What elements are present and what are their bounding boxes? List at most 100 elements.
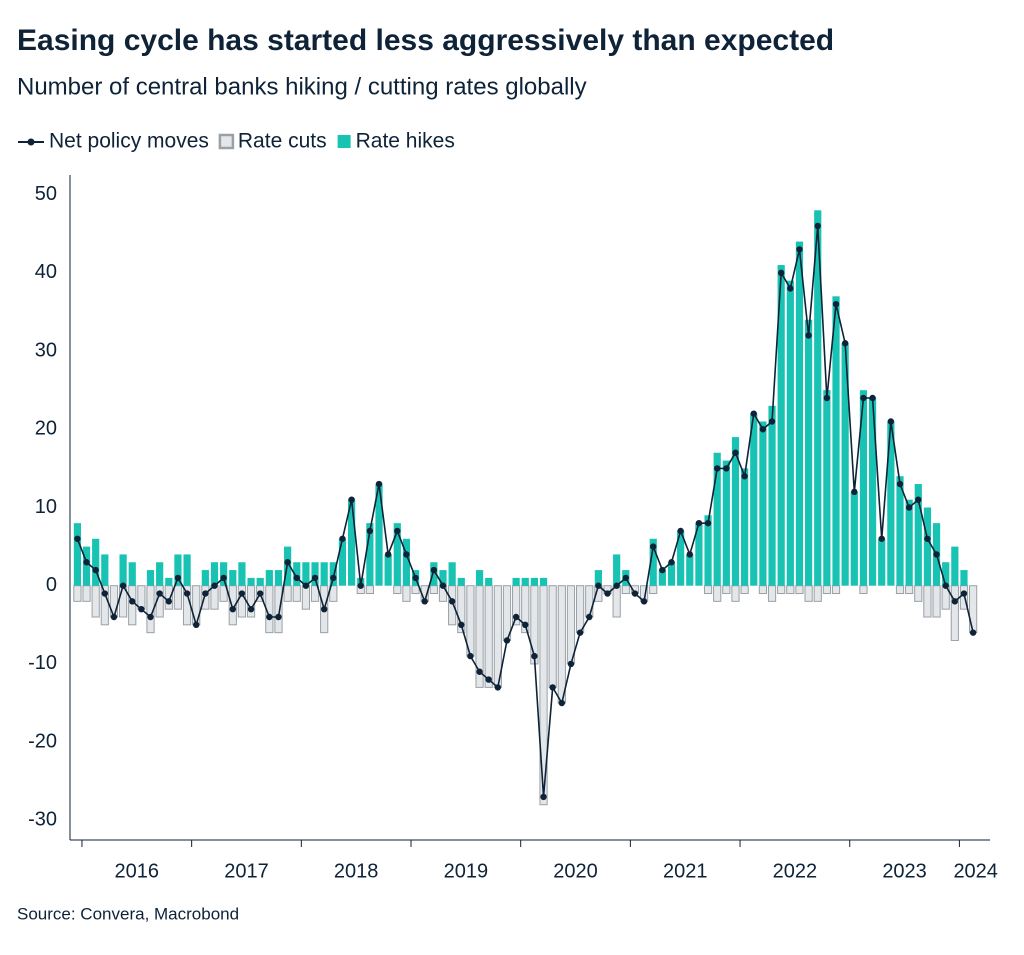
- bar: [713, 452, 721, 586]
- bar: [274, 570, 283, 586]
- line-marker: [330, 574, 337, 582]
- bar: [238, 562, 246, 586]
- bar: [804, 585, 813, 602]
- line-marker: [915, 496, 922, 503]
- line-marker: [686, 551, 693, 558]
- line-marker: [869, 394, 876, 402]
- bar: [750, 413, 758, 586]
- bar: [832, 296, 840, 586]
- bar: [485, 577, 493, 586]
- y-tick-label: 20: [35, 418, 57, 440]
- line-marker: [512, 613, 520, 621]
- bar: [292, 585, 301, 602]
- bar: [731, 585, 740, 602]
- line-marker: [156, 590, 163, 597]
- line-marker: [412, 574, 419, 582]
- bar: [484, 585, 493, 688]
- bar: [448, 585, 457, 626]
- bar: [256, 577, 264, 586]
- bar: [384, 554, 392, 586]
- bar: [183, 554, 191, 586]
- line-marker: [640, 598, 648, 605]
- bar: [301, 585, 310, 610]
- x-tick-label: 2024: [953, 860, 998, 882]
- bar: [703, 585, 713, 595]
- bar: [585, 585, 594, 618]
- bar: [210, 585, 219, 610]
- line-marker: [732, 449, 739, 456]
- y-tick-label: 40: [35, 261, 57, 283]
- line-marker: [129, 598, 136, 605]
- bar: [146, 570, 155, 586]
- bar: [923, 585, 932, 618]
- line-marker: [421, 598, 428, 605]
- line-marker: [202, 590, 209, 597]
- line-marker: [796, 246, 803, 253]
- bar: [137, 585, 146, 610]
- line-marker: [631, 590, 639, 597]
- bar: [795, 241, 804, 586]
- bar: [805, 319, 813, 586]
- bar: [786, 585, 795, 595]
- bar: [530, 577, 538, 586]
- line-marker: [211, 582, 218, 589]
- line-marker: [165, 598, 172, 605]
- bar: [174, 554, 182, 586]
- line-marker: [266, 613, 273, 621]
- x-tick-label: 2017: [224, 860, 269, 882]
- bar: [914, 484, 922, 586]
- bar: [329, 562, 337, 586]
- bar: [375, 484, 383, 586]
- bar: [411, 585, 420, 595]
- legend-swatch: [27, 138, 35, 146]
- line-marker: [549, 684, 556, 691]
- bar: [932, 585, 941, 618]
- bar: [713, 585, 722, 602]
- bar: [777, 585, 786, 595]
- line-marker: [494, 684, 502, 691]
- x-tick-label: 2018: [334, 860, 379, 882]
- bar: [566, 585, 576, 665]
- bar: [402, 585, 411, 602]
- bar: [704, 515, 712, 586]
- line-marker: [74, 535, 81, 542]
- bar: [393, 523, 401, 586]
- line-marker: [238, 590, 246, 597]
- bar: [859, 390, 868, 586]
- bar: [475, 570, 484, 586]
- line-marker: [905, 504, 913, 511]
- bar: [686, 554, 694, 586]
- line-marker: [723, 465, 730, 472]
- bar: [831, 585, 841, 595]
- line-marker: [841, 340, 849, 347]
- line-marker: [540, 793, 547, 801]
- bar: [302, 562, 310, 586]
- bar: [73, 523, 81, 586]
- line-marker: [787, 285, 794, 292]
- bar: [247, 577, 255, 586]
- line-marker: [604, 590, 611, 597]
- bar: [201, 570, 209, 586]
- bar: [868, 398, 877, 586]
- bar: [895, 585, 905, 595]
- bar: [448, 562, 456, 586]
- bar: [365, 585, 374, 595]
- bar: [530, 585, 539, 665]
- line-marker: [284, 559, 291, 566]
- bar: [677, 530, 685, 586]
- line-marker: [768, 418, 776, 425]
- line-marker: [448, 598, 456, 605]
- bar: [220, 562, 228, 586]
- bar: [969, 585, 978, 634]
- line-marker: [193, 621, 200, 629]
- line-marker: [668, 559, 675, 566]
- bar: [576, 585, 585, 634]
- bar: [165, 577, 173, 586]
- x-tick-label: 2020: [553, 860, 598, 882]
- line-marker: [522, 621, 529, 629]
- bar: [173, 585, 183, 610]
- line-marker: [714, 465, 721, 472]
- line-marker: [229, 605, 236, 613]
- bar: [402, 538, 411, 586]
- line-marker: [366, 527, 374, 535]
